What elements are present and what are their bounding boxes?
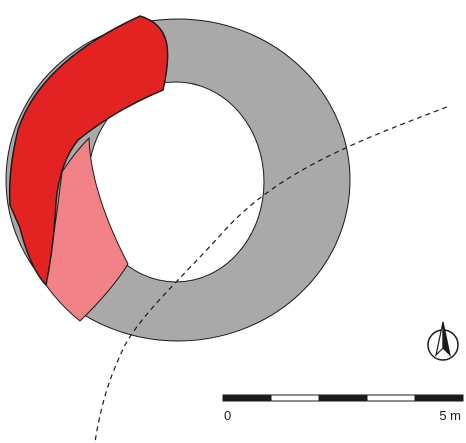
- red-zone: [8, 15, 169, 287]
- scale-bar: 0 5 m: [222, 394, 464, 423]
- scale-end-label: 5 m: [439, 408, 461, 423]
- scale-start-label: 0: [224, 408, 231, 423]
- dashed-trace-line: [94, 106, 448, 443]
- north-arrow-icon: [427, 321, 459, 361]
